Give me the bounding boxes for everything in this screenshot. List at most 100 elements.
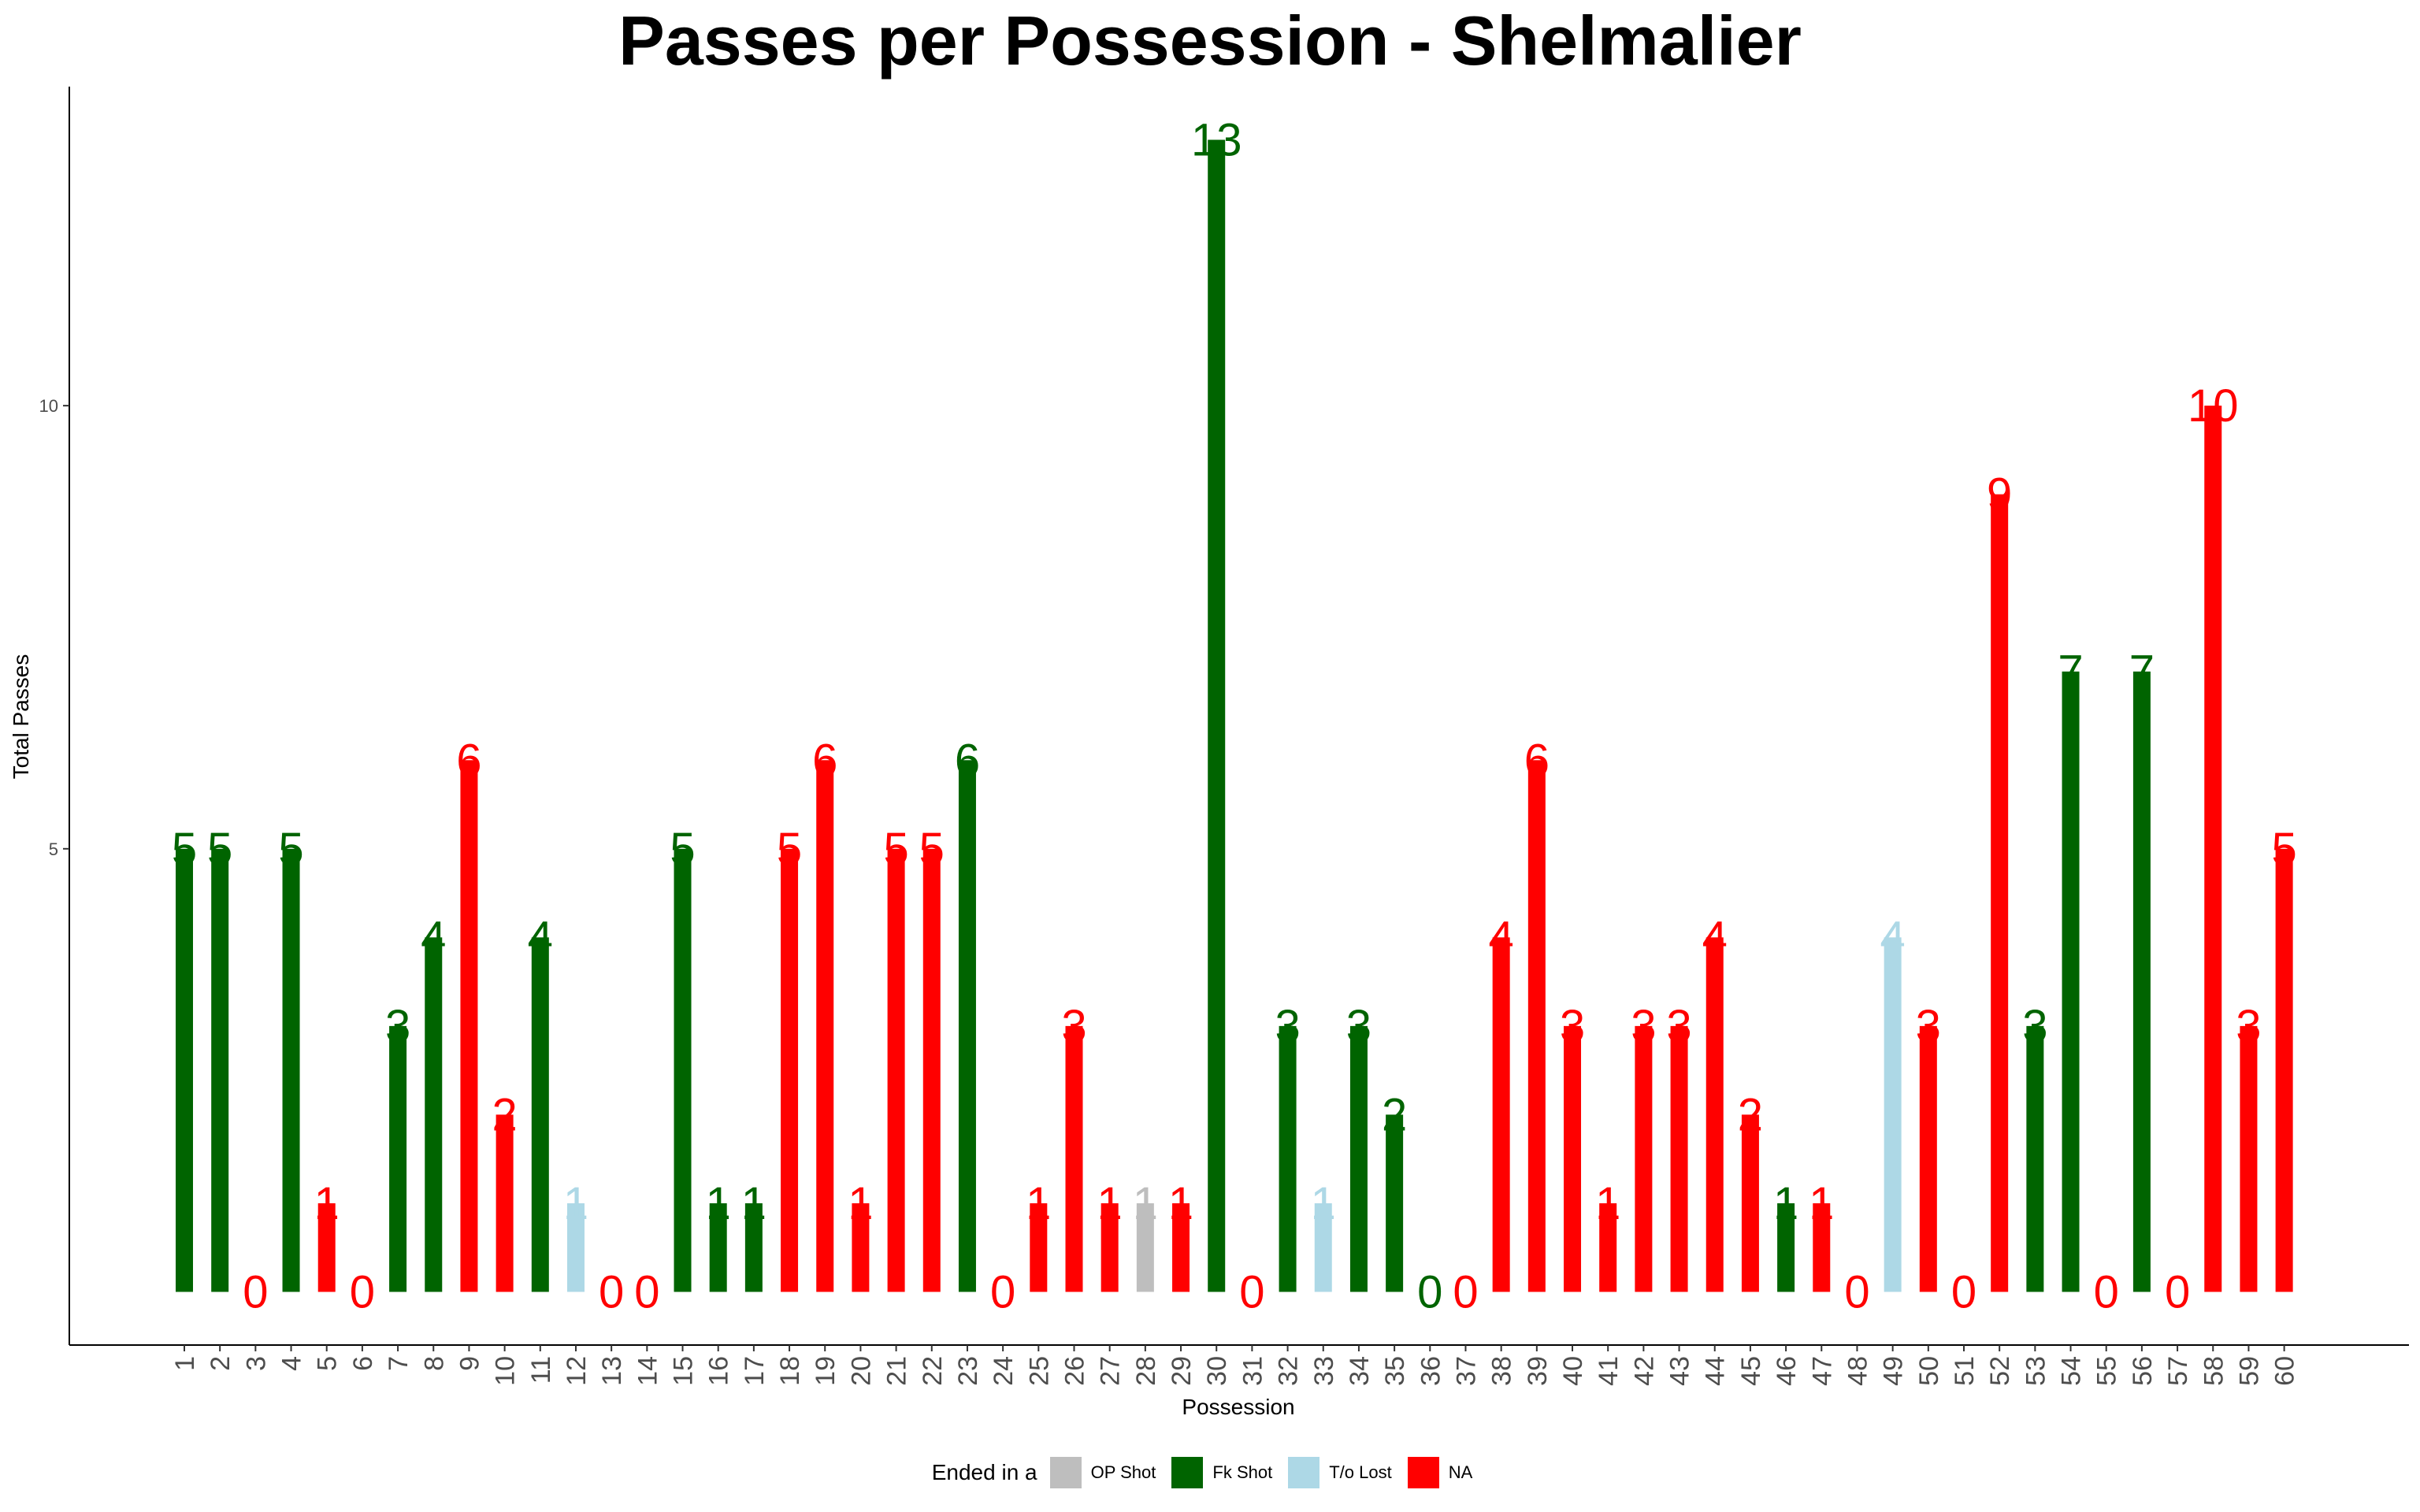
x-tick-label-5: 5: [313, 1356, 343, 1371]
data-label-56: 7: [2129, 647, 2155, 698]
x-tick-label-7: 7: [384, 1356, 414, 1371]
x-tick-label-11: 11: [526, 1356, 556, 1384]
data-label-48: 0: [1844, 1266, 1869, 1317]
x-tick-label-49: 49: [1879, 1356, 1909, 1386]
bar-40: [1564, 1025, 1582, 1292]
data-label-60: 5: [2271, 824, 2296, 875]
bar-5: [317, 1203, 336, 1292]
data-label-10: 2: [492, 1089, 517, 1140]
x-tick-label-48: 48: [1843, 1356, 1873, 1386]
data-label-54: 7: [2058, 647, 2083, 698]
legend-label-fk-shot: Fk Shot: [1212, 1462, 1273, 1482]
x-tick-label-46: 46: [1772, 1356, 1802, 1386]
data-label-26: 3: [1061, 1001, 1086, 1052]
data-label-24: 0: [990, 1266, 1015, 1317]
x-tick-label-10: 10: [491, 1356, 521, 1386]
data-label-34: 3: [1346, 1001, 1371, 1052]
x-tick-label-13: 13: [597, 1356, 627, 1386]
legend-title: Ended in a: [931, 1460, 1037, 1484]
x-tick-label-50: 50: [1914, 1356, 1944, 1386]
x-tick-label-60: 60: [2270, 1356, 2300, 1386]
bar-47: [1813, 1203, 1831, 1292]
data-label-51: 0: [1951, 1266, 1976, 1317]
data-label-21: 5: [883, 824, 908, 875]
y-tick-label-10: 10: [39, 396, 58, 416]
bar-39: [1527, 760, 1546, 1292]
x-tick-label-41: 41: [1594, 1356, 1624, 1386]
data-label-2: 5: [207, 824, 232, 875]
data-label-44: 4: [1702, 912, 1728, 963]
data-label-14: 0: [634, 1266, 659, 1317]
x-tick-label-2: 2: [206, 1356, 236, 1371]
data-label-41: 1: [1595, 1178, 1620, 1229]
data-label-31: 0: [1239, 1266, 1264, 1317]
bar-4: [282, 848, 300, 1292]
data-label-29: 1: [1168, 1178, 1193, 1229]
bar-45: [1741, 1114, 1759, 1292]
data-label-28: 1: [1133, 1178, 1158, 1229]
bar-20: [852, 1203, 870, 1292]
data-label-43: 3: [1666, 1001, 1691, 1052]
legend-item-fk-shot: Fk Shot: [1171, 1457, 1272, 1488]
data-label-55: 0: [2094, 1266, 2119, 1317]
data-label-46: 1: [1773, 1178, 1798, 1229]
bar-52: [1991, 494, 2009, 1292]
x-tick-label-29: 29: [1167, 1356, 1197, 1386]
data-label-27: 1: [1097, 1178, 1123, 1229]
x-tick-label-23: 23: [953, 1356, 983, 1386]
data-label-1: 5: [172, 824, 197, 875]
bar-46: [1777, 1203, 1795, 1292]
bar-22: [922, 848, 941, 1292]
data-label-22: 5: [919, 824, 945, 875]
axes-layer: [69, 87, 2409, 1346]
x-tick-label-3: 3: [241, 1356, 271, 1371]
bar-53: [2026, 1025, 2044, 1292]
x-tick-label-25: 25: [1024, 1356, 1054, 1386]
x-tick-label-17: 17: [740, 1356, 770, 1386]
legend-key-to-lost: [1288, 1457, 1320, 1488]
x-tick-label-19: 19: [811, 1356, 841, 1386]
data-label-39: 6: [1524, 735, 1550, 786]
x-tick-label-26: 26: [1060, 1356, 1090, 1386]
x-tick-label-59: 59: [2234, 1356, 2264, 1386]
data-label-45: 2: [1738, 1089, 1763, 1140]
x-axis-label: Possession: [1182, 1395, 1294, 1419]
x-tick-label-22: 22: [918, 1356, 948, 1386]
data-label-42: 3: [1631, 1001, 1656, 1052]
data-label-12: 1: [563, 1178, 588, 1229]
legend-item-to-lost: T/o Lost: [1288, 1457, 1392, 1488]
data-label-32: 3: [1275, 1001, 1300, 1052]
legend-key-fk-shot: [1171, 1457, 1204, 1488]
x-tick-label-40: 40: [1558, 1356, 1588, 1386]
bars-layer: [176, 139, 2293, 1292]
bar-33: [1314, 1203, 1332, 1292]
bar-7: [389, 1025, 407, 1292]
x-tick-label-12: 12: [562, 1356, 592, 1386]
x-tick-label-18: 18: [775, 1356, 805, 1386]
bar-27: [1101, 1203, 1119, 1292]
legend-key-op-shot: [1049, 1457, 1082, 1488]
data-label-16: 1: [706, 1178, 731, 1229]
data-label-30: 13: [1191, 115, 1242, 166]
chart-title: Passes per Possession - Shelmalier: [618, 2, 1802, 80]
legend-label-na: NA: [1448, 1462, 1473, 1482]
bar-44: [1706, 937, 1724, 1292]
data-label-52: 9: [1987, 469, 2012, 521]
data-label-53: 3: [2022, 1001, 2047, 1052]
bar-49: [1884, 937, 1902, 1292]
x-tick-label-4: 4: [277, 1356, 307, 1371]
data-label-6: 0: [350, 1266, 375, 1317]
data-label-33: 1: [1311, 1178, 1336, 1229]
x-tick-label-58: 58: [2199, 1356, 2229, 1386]
data-label-40: 3: [1560, 1001, 1585, 1052]
bar-2: [211, 848, 229, 1292]
x-tick-label-33: 33: [1309, 1356, 1339, 1386]
y-tick-label-5: 5: [49, 839, 58, 859]
bar-11: [531, 937, 549, 1292]
data-label-36: 0: [1417, 1266, 1442, 1317]
data-label-59: 3: [2236, 1001, 2261, 1052]
bar-32: [1279, 1025, 1297, 1292]
data-label-17: 1: [741, 1178, 766, 1229]
bar-50: [1919, 1025, 1937, 1292]
x-tick-label-8: 8: [419, 1356, 449, 1371]
